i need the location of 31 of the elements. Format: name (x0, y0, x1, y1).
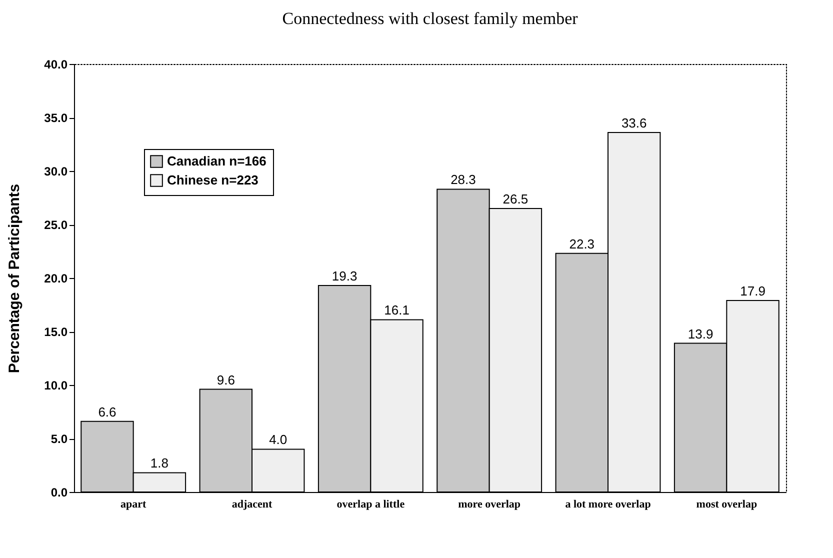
data-label: 33.6 (621, 115, 647, 130)
x-tick-label: overlap a little (336, 498, 405, 510)
data-label: 16.1 (384, 302, 410, 318)
y-tick-label: 25.0 (44, 218, 68, 232)
data-label: 17.9 (740, 283, 766, 298)
x-tick-label: apart (120, 498, 146, 510)
data-label: 6.6 (98, 404, 116, 420)
x-tick-label: more overlap (458, 498, 521, 510)
y-tick-label: 5.0 (50, 432, 68, 446)
data-label: 1.8 (150, 456, 168, 471)
data-label: 19.3 (332, 268, 358, 284)
y-tick-label: 40.0 (44, 58, 68, 72)
x-tick-label: a lot more overlap (565, 498, 651, 510)
x-tick-label: adjacent (232, 498, 272, 510)
y-tick-label: 35.0 (44, 111, 68, 125)
chart-title: Connectedness with closest family member (282, 9, 578, 28)
legend-label: Canadian n=166 (167, 154, 266, 168)
data-label: 28.3 (450, 172, 476, 188)
data-label: 9.6 (216, 372, 235, 388)
y-axis-title: Percentage of Participants (6, 184, 24, 374)
y-tick-label: 15.0 (44, 325, 68, 339)
x-tick-label: most overlap (696, 498, 758, 510)
data-label: 13.9 (688, 326, 714, 342)
data-label: 22.3 (569, 236, 595, 252)
data-label: 26.5 (502, 191, 528, 206)
y-tick-label: 30.0 (44, 164, 68, 178)
y-tick-label: 10.0 (44, 378, 68, 392)
legend-label: Chinese n=223 (167, 172, 258, 188)
data-label: 4.0 (269, 432, 288, 448)
y-tick-label: 0.0 (50, 486, 68, 500)
y-tick-label: 20.0 (44, 272, 68, 286)
